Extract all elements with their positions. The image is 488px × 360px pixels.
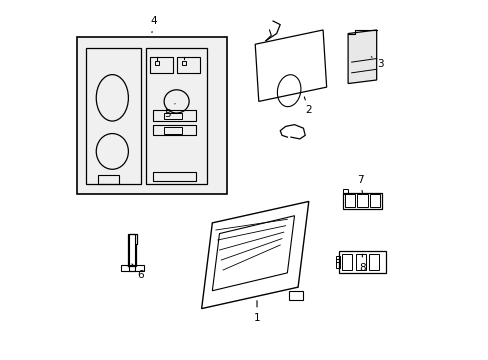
Bar [176, 57, 200, 73]
Bar [335, 258, 339, 267]
Text: 6: 6 [132, 264, 144, 280]
Bar [146, 48, 206, 184]
Bar [288, 291, 303, 300]
Text: 2: 2 [304, 97, 311, 115]
Bar [129, 234, 135, 271]
Bar [85, 48, 141, 184]
Bar [339, 251, 385, 273]
Bar [153, 172, 196, 181]
Bar [77, 37, 226, 194]
Text: 7: 7 [357, 175, 363, 193]
Bar [369, 194, 380, 207]
Bar [149, 57, 173, 73]
Polygon shape [347, 30, 376, 84]
Text: 5: 5 [164, 104, 175, 119]
Bar [342, 189, 347, 194]
Bar [355, 254, 365, 270]
Text: 1: 1 [253, 301, 260, 323]
Bar [356, 194, 367, 207]
Bar [153, 125, 196, 135]
Bar [341, 254, 351, 270]
Text: 3: 3 [370, 57, 383, 69]
Text: 4: 4 [150, 16, 156, 32]
Bar [164, 113, 182, 119]
Bar [121, 265, 144, 271]
Bar [155, 61, 159, 65]
Bar [342, 193, 381, 208]
Bar [98, 175, 119, 184]
Bar [153, 111, 196, 121]
Bar [182, 61, 185, 65]
Text: 8: 8 [358, 254, 365, 273]
Bar [368, 254, 378, 270]
Bar [164, 127, 182, 134]
Bar [335, 256, 339, 262]
Bar [344, 194, 354, 207]
